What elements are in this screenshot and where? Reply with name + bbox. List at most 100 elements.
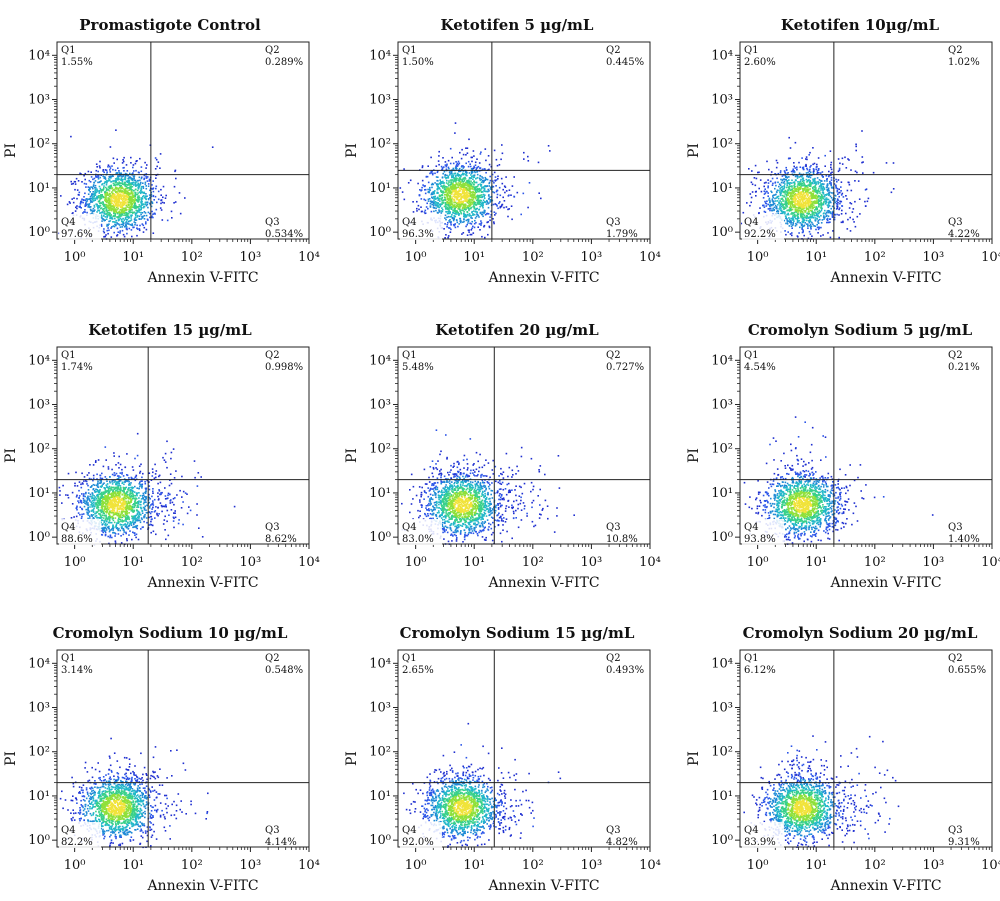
- event-dot: [774, 187, 776, 190]
- event-dot: [85, 183, 88, 185]
- event-dot: [91, 212, 93, 215]
- event-dot: [466, 171, 468, 174]
- event-dot: [796, 219, 799, 221]
- event-dot: [780, 181, 783, 184]
- event-dot: [138, 176, 141, 179]
- event-dot: [469, 195, 472, 198]
- event-dot: [836, 180, 838, 183]
- event-dot: [77, 180, 80, 182]
- x-tick-label: 10⁰: [405, 250, 427, 265]
- event-dot: [477, 183, 480, 186]
- event-dot: [130, 156, 132, 159]
- event-dot: [148, 178, 151, 181]
- event-dot: [465, 219, 468, 222]
- event-dot: [495, 179, 498, 181]
- event-dot: [450, 186, 452, 188]
- event-dot: [459, 177, 461, 179]
- event-dot: [451, 206, 454, 208]
- event-dot: [463, 195, 466, 197]
- event-dot: [753, 177, 756, 179]
- event-dot: [781, 175, 784, 177]
- event-dot: [788, 225, 791, 227]
- event-dot: [462, 186, 465, 189]
- event-dot: [480, 213, 483, 215]
- event-dot: [95, 163, 98, 165]
- event-dot: [467, 160, 470, 163]
- event-dot: [122, 210, 124, 213]
- event-dot: [474, 210, 477, 213]
- event-dot: [119, 206, 122, 209]
- event-dot: [438, 194, 441, 197]
- event-dot: [446, 204, 448, 206]
- event-dot: [817, 183, 819, 185]
- event-dot: [104, 199, 106, 201]
- event-dot: [794, 141, 797, 144]
- event-dot: [767, 195, 769, 197]
- event-dot: [457, 192, 459, 195]
- event-dot: [448, 180, 450, 182]
- event-dot: [103, 212, 106, 215]
- event-dot: [796, 168, 798, 171]
- event-dot: [118, 184, 121, 187]
- event-dot: [813, 168, 815, 171]
- event-dot: [95, 187, 97, 189]
- event-dot: [109, 176, 111, 179]
- event-dot: [421, 165, 424, 167]
- event-dot: [211, 146, 214, 148]
- event-dot: [474, 203, 477, 206]
- event-dot: [830, 166, 832, 169]
- event-dot: [104, 235, 107, 238]
- event-dot: [783, 191, 786, 194]
- event-dot: [472, 186, 474, 189]
- event-dot: [465, 214, 467, 216]
- event-dot: [448, 220, 450, 222]
- event-dot: [792, 216, 794, 218]
- event-dot: [447, 236, 449, 239]
- event-dot: [475, 199, 478, 202]
- event-dot: [788, 192, 790, 195]
- event-dot: [140, 181, 142, 184]
- event-dot: [794, 202, 796, 204]
- event-dot: [447, 187, 450, 189]
- event-dot: [765, 181, 767, 184]
- event-dot: [470, 193, 472, 195]
- event-dot: [473, 213, 476, 216]
- event-dot: [145, 185, 147, 187]
- event-dot: [451, 176, 453, 179]
- event-dot: [149, 189, 151, 192]
- event-dot: [814, 184, 817, 187]
- event-dot: [430, 171, 432, 173]
- event-dot: [114, 205, 117, 207]
- event-dot: [476, 177, 479, 179]
- event-dot: [145, 221, 147, 223]
- event-dot: [794, 217, 797, 220]
- event-dot: [793, 195, 796, 197]
- event-dot: [781, 189, 783, 191]
- event-dot: [84, 199, 87, 202]
- event-dot: [162, 196, 164, 199]
- event-dot: [800, 224, 803, 227]
- event-dot: [122, 221, 125, 223]
- event-dot: [112, 208, 114, 211]
- event-dot: [814, 220, 817, 222]
- x-tick-label: 10⁴: [981, 250, 1000, 265]
- event-dot: [102, 196, 105, 198]
- event-dot: [136, 214, 139, 217]
- event-dot: [437, 176, 439, 178]
- event-dot: [767, 185, 769, 187]
- event-dot: [162, 185, 165, 188]
- event-dot: [812, 186, 815, 188]
- event-dot: [764, 188, 766, 190]
- event-dot: [105, 182, 108, 184]
- event-dot: [465, 198, 468, 200]
- event-dot: [104, 206, 107, 209]
- event-dot: [108, 203, 110, 206]
- event-dot: [780, 207, 782, 210]
- event-dot: [127, 177, 129, 180]
- event-dot: [470, 207, 472, 210]
- event-dot: [788, 183, 791, 185]
- event-dot: [152, 232, 155, 234]
- event-dot: [471, 217, 473, 219]
- event-dot: [804, 222, 806, 224]
- event-dot: [816, 208, 818, 210]
